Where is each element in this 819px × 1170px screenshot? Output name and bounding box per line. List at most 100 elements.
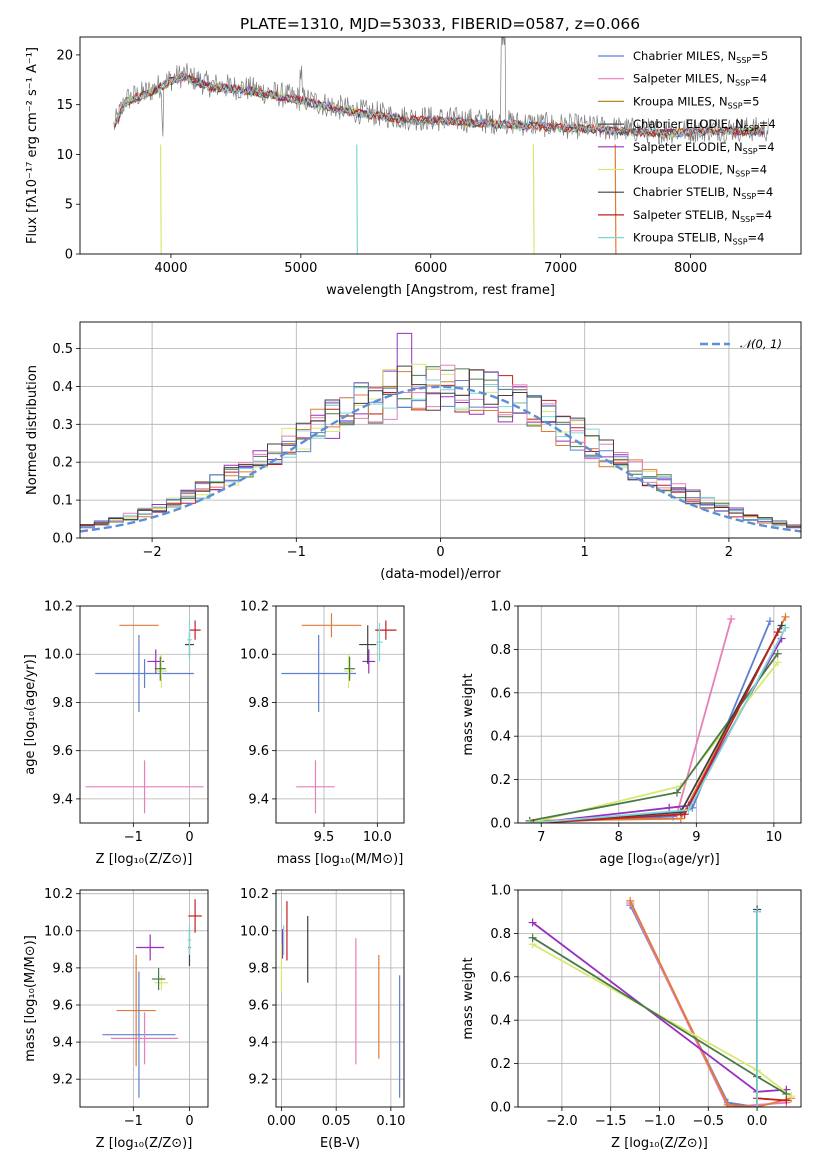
x-tick-label: 1	[581, 545, 589, 560]
y-tick-label: 0.8	[490, 643, 511, 658]
x-tick-label: 4000	[154, 261, 187, 276]
spectrum-lines	[113, 37, 769, 254]
x-tick-label: −1.5	[595, 1114, 627, 1129]
x-tick-label: −1	[287, 545, 306, 560]
errorbar-point	[151, 967, 166, 991]
y-tick-label: 10.0	[240, 924, 269, 939]
y-tick-label: 0.2	[52, 456, 73, 471]
errorbar-point	[376, 622, 383, 662]
y-tick-label: 1.0	[490, 600, 511, 615]
errorbar-point	[188, 899, 202, 933]
y-tick-label: 0.0	[490, 817, 511, 832]
x-tick-label: 9.5	[314, 830, 335, 845]
y-tick-label: 0.0	[490, 1101, 511, 1116]
x-axis-label: Z [log₁₀(Z/Z⊙)]	[96, 852, 193, 867]
y-axis-label: Normed distribution	[25, 365, 40, 495]
y-tick-label: 5	[65, 198, 73, 213]
errorbar-point	[362, 649, 376, 674]
errorbar-point	[344, 656, 355, 681]
errorbar-points	[281, 613, 397, 814]
weight-marker	[528, 918, 537, 927]
x-tick-label: 9	[692, 830, 700, 845]
x-axis-label: age [log₁₀(age/yr)]	[599, 852, 720, 867]
chart-massweight-vs-age: 7 8 9 10 0.0 0.2 0.4 0.6 0.8 1.0 age [log₁₀(age/yr…	[461, 600, 802, 867]
axes-frame	[79, 889, 209, 1108]
x-axis-label: E(B-V)	[320, 1136, 360, 1151]
axes-frame	[79, 605, 209, 824]
y-tick-label: 9.4	[248, 1036, 269, 1051]
y-tick-label: 9.8	[248, 961, 269, 976]
y-tick-label: 9.4	[52, 1036, 73, 1051]
y-tick-label: 0.4	[52, 380, 73, 395]
errorbar-point	[116, 954, 156, 1067]
errorbar-point	[154, 975, 169, 991]
x-tick-label: 0.00	[267, 1114, 296, 1129]
x-tick-label: 2	[725, 545, 733, 560]
axes-frame	[79, 321, 802, 539]
y-tick-label: 9.2	[52, 1073, 73, 1088]
x-tick-label: 0	[185, 1114, 193, 1129]
y-tick-label: 0	[65, 248, 73, 263]
y-tick-label: 10.0	[44, 648, 73, 663]
y-tick-label: 0.4	[490, 730, 511, 745]
weight-marker	[773, 628, 782, 637]
errorbar-points	[85, 620, 204, 814]
x-tick-label: 7	[537, 830, 545, 845]
y-tick-label: 20	[56, 48, 73, 63]
x-tick-label: −1	[124, 1114, 143, 1129]
errorbar-point	[301, 613, 362, 638]
weight-line	[533, 638, 783, 823]
errorbar-point	[375, 620, 397, 640]
chart-spectrum: 4000 5000 6000 7000 8000 0 5 10 15 20 wavelength […	[25, 36, 802, 298]
weight-marker	[787, 1092, 796, 1101]
x-tick-label: 0.05	[322, 1114, 351, 1129]
weight-line	[529, 661, 779, 823]
axes-frame	[517, 605, 802, 824]
weight-marker	[529, 819, 538, 823]
weight-line	[529, 627, 787, 823]
errorbar-point	[154, 656, 166, 681]
y-tick-label: 9.8	[52, 696, 73, 711]
x-tick-label: 0.10	[376, 1114, 405, 1129]
x-axis-label: mass [log₁₀(M/M⊙)]	[277, 852, 404, 867]
x-axis-label: wavelength [Angstrom, rest frame]	[326, 283, 555, 298]
x-tick-label: 0	[185, 830, 193, 845]
weight-marker	[665, 803, 674, 812]
legend-entry: Chabrier STELIB, NSSP=4	[633, 185, 773, 201]
x-tick-label: 7000	[544, 261, 577, 276]
weight-line	[529, 616, 787, 822]
y-tick-label: 0.5	[52, 342, 73, 357]
y-tick-label: 0.3	[52, 418, 73, 433]
y-tick-label: 10.2	[240, 887, 269, 902]
y-axis-label: mass weight	[461, 673, 476, 755]
y-tick-label: 10.2	[240, 600, 269, 615]
x-tick-label: −2	[143, 545, 162, 560]
x-tick-label: 10	[766, 830, 783, 845]
errorbar-point	[187, 925, 192, 955]
legend-entry: Salpeter STELIB, NSSP=4	[633, 208, 772, 224]
errorbar-point	[155, 654, 168, 688]
y-tick-label: 0.8	[490, 927, 511, 942]
y-tick-label: 1.0	[490, 884, 511, 899]
x-tick-label: 8	[615, 830, 623, 845]
chart-age-vs-Z: −1 0 9.4 9.6 9.8 10.0 10.2 Z [log₁₀(Z/Z⊙)] age […	[23, 600, 209, 867]
errorbar-point	[85, 760, 204, 814]
y-tick-label: 0.6	[490, 686, 511, 701]
axes-frame	[275, 889, 405, 1108]
y-tick-label: 0.4	[490, 1014, 511, 1029]
y-axis-label: mass [log₁₀(M/M⊙)]	[23, 935, 38, 1062]
y-tick-label: 10	[56, 148, 73, 163]
legend-entry: Salpeter ELODIE, NSSP=4	[633, 140, 775, 156]
errorbar-point	[102, 971, 176, 1098]
errorbar-point	[187, 620, 192, 660]
y-tick-label: 9.6	[52, 744, 73, 759]
x-tick-label: 0	[436, 545, 444, 560]
legend-entry: Kroupa ELODIE, NSSP=4	[633, 163, 767, 179]
x-tick-label: −1.0	[644, 1114, 676, 1129]
errorbar-point	[110, 1012, 179, 1065]
weight-line	[533, 631, 779, 823]
y-tick-label: 10.2	[44, 887, 73, 902]
y-tick-label: 9.2	[248, 1073, 269, 1088]
axes-frame	[517, 889, 802, 1108]
